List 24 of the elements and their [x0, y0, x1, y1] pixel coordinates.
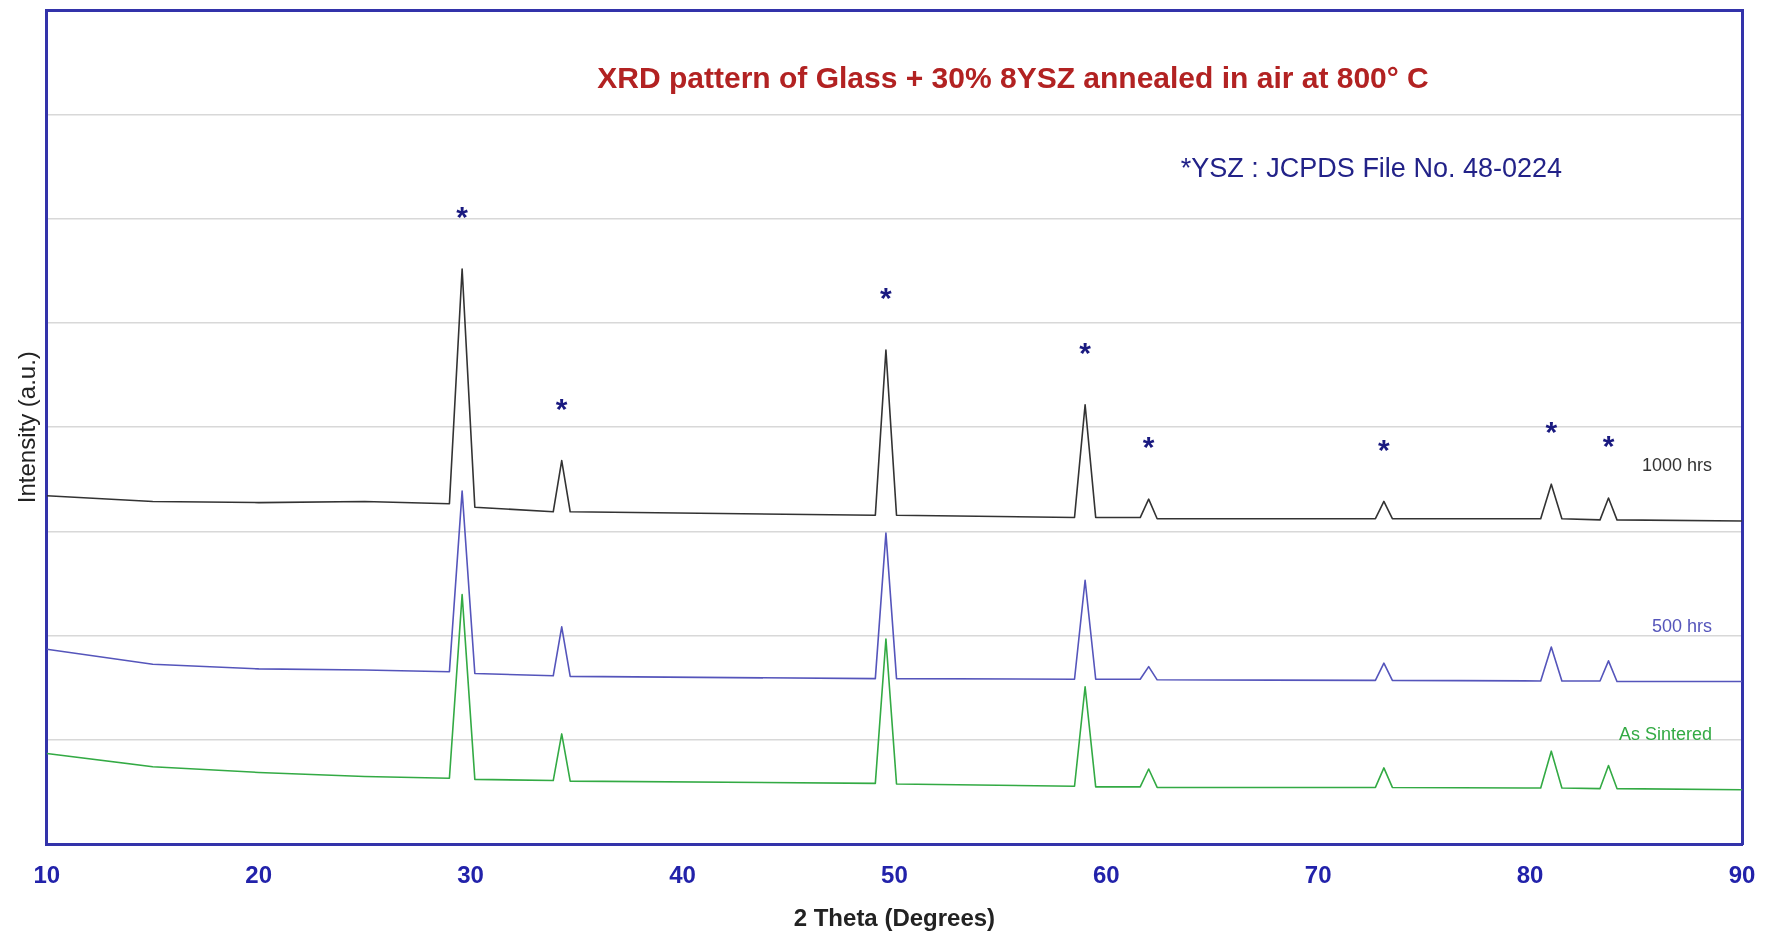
chart-title: XRD pattern of Glass + 30% 8YSZ annealed in air at 800° C — [597, 61, 1429, 95]
x-tick-label: 20 — [245, 861, 273, 889]
annotation: * — [456, 200, 469, 234]
text: 500 hrs — [1651, 615, 1712, 636]
x-tick-label: 80 — [1516, 861, 1544, 889]
annotation: * — [555, 391, 568, 425]
x-tick-label: 70 — [1304, 861, 1332, 889]
annotation: * — [1079, 336, 1092, 370]
x-tick-label: 50 — [881, 861, 908, 889]
annotation: * — [1545, 415, 1558, 449]
x-axis-title: 2 Theta (Degrees) — [793, 904, 996, 932]
x-tick-label: 60 — [1092, 861, 1120, 889]
series-label: As Sintered — [1618, 723, 1712, 744]
text: *YSZ : JCPDS File No. 48-0224 — [1180, 153, 1562, 184]
annotation: * — [1602, 429, 1615, 463]
annotation: * — [1378, 432, 1391, 466]
text: 1000 hrs — [1641, 454, 1712, 475]
y-axis-title: Intensity (a.u.) — [13, 351, 41, 504]
x-tick-label: 10 — [33, 861, 61, 889]
x-tick-label: 90 — [1728, 861, 1756, 889]
annotation: * — [880, 281, 893, 315]
x-tick-label: 40 — [669, 861, 696, 889]
annotation: * — [1142, 430, 1155, 464]
x-tick-label: 30 — [457, 861, 484, 889]
